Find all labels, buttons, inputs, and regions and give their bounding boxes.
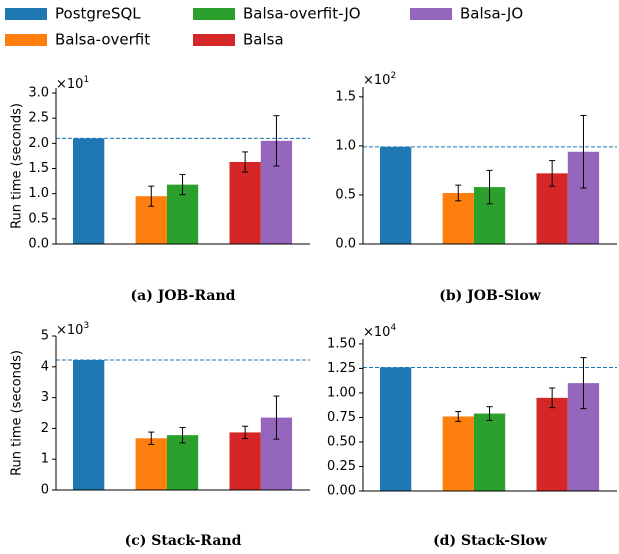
legend-label: Balsa-overfit: [55, 31, 150, 49]
error-bar: [580, 357, 587, 410]
bar: [229, 161, 261, 244]
bar: [536, 397, 568, 491]
y-tick-label: 2.5: [28, 111, 49, 126]
bar: [229, 432, 261, 490]
legend-label: Balsa-overfit-JO: [243, 5, 361, 23]
bar: [135, 438, 167, 490]
bar: [442, 192, 474, 244]
y-tick-label: 0: [41, 483, 49, 498]
y-tick-label: 3: [41, 390, 49, 405]
error-bar: [549, 387, 556, 409]
error-bar: [486, 169, 493, 205]
error-bar: [242, 151, 249, 173]
legend-swatch: [193, 8, 235, 20]
chart-caption: (b) JOB-Slow: [439, 288, 541, 304]
y-axis-label: Run time (seconds): [10, 350, 25, 476]
legend-swatch: [5, 34, 47, 46]
offset-exponent: 1: [83, 75, 89, 85]
error-bar: [179, 426, 186, 444]
y-tick-label: 0.25: [327, 459, 356, 474]
legend-label: Balsa: [243, 31, 284, 49]
y-tick-label: 5: [41, 329, 49, 344]
bar: [73, 360, 105, 490]
error-bar: [455, 184, 462, 202]
chart-caption: (c) Stack-Rand: [125, 533, 242, 549]
y-tick-label: 1.0: [28, 186, 49, 201]
offset-exponent: 4: [390, 323, 396, 333]
y-tick-label: 1.00: [327, 385, 356, 400]
offset-base: ×10: [56, 323, 83, 338]
bar: [473, 413, 506, 491]
y-tick-label: 4: [41, 359, 49, 374]
y-tick-label: 1.50: [327, 336, 356, 351]
legend-label: PostgreSQL: [55, 5, 141, 23]
y-tick-label: 2.0: [28, 136, 49, 151]
y-tick-label: 0.00: [327, 484, 356, 499]
chart-caption: (d) Stack-Slow: [433, 533, 548, 549]
bar: [380, 367, 412, 491]
error-bar: [486, 406, 493, 421]
chart-caption: (a) JOB-Rand: [131, 288, 236, 304]
error-bar: [179, 174, 186, 196]
offset-base: ×10: [363, 73, 390, 88]
axis-offset: ×104: [363, 323, 396, 340]
error-bar: [455, 411, 462, 422]
error-bar: [273, 395, 280, 440]
y-tick-label: 0.5: [335, 187, 356, 202]
legend-swatch: [193, 34, 235, 46]
y-tick-label: 0.75: [327, 410, 356, 425]
y-tick-label: 1.5: [335, 89, 356, 104]
error-bar: [273, 115, 280, 167]
offset-base: ×10: [56, 77, 83, 92]
y-tick-label: 0.0: [335, 237, 356, 252]
offset-base: ×10: [363, 325, 390, 340]
error-bar: [549, 160, 556, 187]
error-bar: [148, 431, 155, 445]
y-tick-label: 0.5: [28, 211, 49, 226]
error-bar: [242, 425, 249, 440]
legend-swatch: [410, 8, 452, 20]
axis-offset: ×103: [56, 321, 89, 338]
legend-swatch: [5, 8, 47, 20]
bar: [166, 435, 199, 490]
bar: [380, 146, 412, 244]
y-tick-label: 3.0: [28, 86, 49, 101]
offset-exponent: 2: [390, 71, 396, 81]
legend-label: Balsa-JO: [460, 5, 523, 23]
bar: [73, 138, 105, 244]
y-tick-label: 0.0: [28, 237, 49, 252]
y-tick-label: 1.25: [327, 361, 356, 376]
error-bar: [580, 114, 587, 189]
axis-offset: ×102: [363, 71, 396, 88]
y-tick-label: 0.50: [327, 434, 356, 449]
bar: [442, 416, 474, 491]
y-tick-label: 2: [41, 421, 49, 436]
axis-offset: ×101: [56, 75, 89, 92]
y-tick-label: 1.5: [28, 161, 49, 176]
error-bar: [148, 185, 155, 207]
y-tick-label: 1: [41, 452, 49, 467]
offset-exponent: 3: [83, 321, 89, 331]
y-tick-label: 1.0: [335, 138, 356, 153]
y-axis-label: Run time (seconds): [10, 103, 25, 229]
